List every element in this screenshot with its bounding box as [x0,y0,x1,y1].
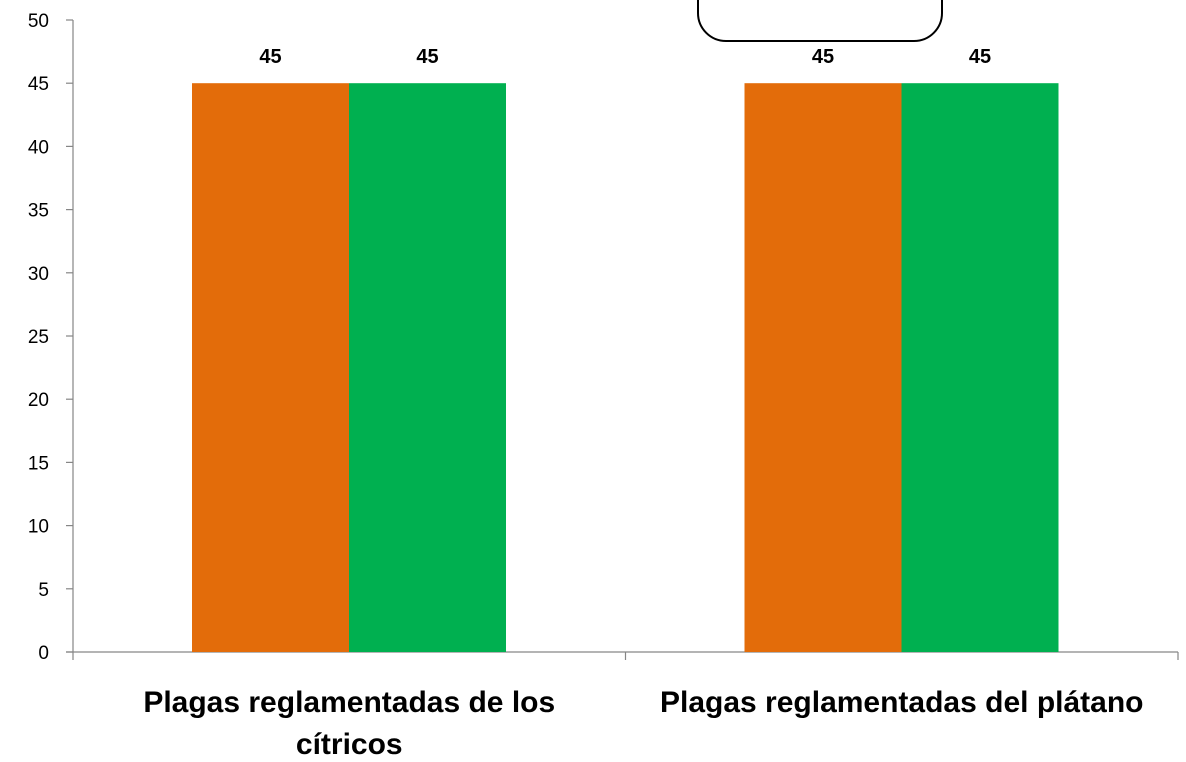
category-label: Plagas reglamentadas de los cítricos [143,686,555,761]
data-label: 45 [259,46,281,68]
y-tick-label: 30 [28,264,49,285]
y-tick-label: 5 [38,580,49,601]
y-tick-label: 0 [38,643,49,664]
y-tick-label: 40 [28,137,49,158]
data-label: 45 [969,46,991,68]
bar [349,83,506,652]
y-tick-label: 35 [28,201,49,222]
y-tick-label: 20 [28,390,49,411]
category-label-line: Plagas reglamentadas de los [143,686,555,719]
data-label: 45 [416,46,438,68]
category-label: Plagas reglamentadas del plátano [660,686,1144,719]
legend-frame [697,0,943,42]
y-tick-label: 10 [28,517,49,538]
category-label-line: Plagas reglamentadas del plátano [660,686,1144,719]
category-label-line: cítricos [296,728,403,761]
y-tick-label: 50 [28,11,49,32]
y-tick-label: 25 [28,327,49,348]
data-label: 45 [812,46,834,68]
bar [901,83,1059,652]
bar [744,83,902,652]
bar [192,83,349,652]
y-tick-label: 15 [28,453,49,474]
y-tick-label: 45 [28,74,49,95]
